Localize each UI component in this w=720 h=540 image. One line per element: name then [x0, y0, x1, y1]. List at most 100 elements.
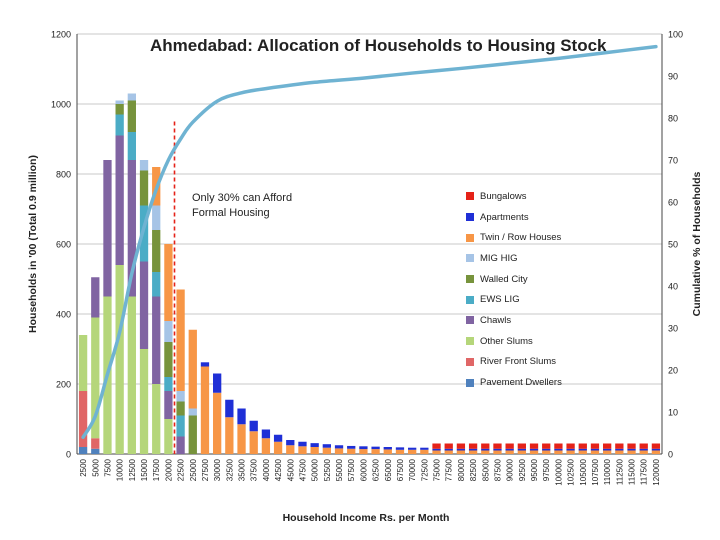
bar-segment-apartments: [298, 441, 307, 447]
bar-segment-ews-lig: [127, 132, 136, 160]
legend-label: Twin / Row Houses: [480, 232, 562, 244]
bar-segment-bungalows: [432, 443, 441, 449]
legend-swatch: [466, 275, 474, 284]
x-tick-label: 20000: [164, 458, 173, 481]
bar-segment-walled-city: [127, 100, 136, 132]
bar-segment-bungalows: [481, 443, 490, 449]
bar-segment-apartments: [505, 448, 514, 451]
bar-segment-twin-row-houses: [517, 450, 526, 454]
bar-segment-twin-row-houses: [164, 244, 173, 321]
bar-segment-pavement-dwellers: [78, 447, 88, 454]
bar-segment-apartments: [273, 434, 283, 442]
bar-segment-other-slums: [78, 335, 88, 391]
x-axis-title: Household Income Rs. per Month: [283, 512, 450, 524]
bar-segment-twin-row-houses: [432, 450, 441, 454]
legend-label: Pavement Dwellers: [480, 377, 562, 389]
bar-segment-walled-city: [188, 415, 197, 454]
legend-label: Bungalows: [480, 190, 527, 202]
bar-segment-apartments: [261, 429, 271, 439]
bar-segment-twin-row-houses: [261, 438, 271, 454]
bar-segment-apartments: [237, 408, 246, 425]
x-tick-label: 90000: [506, 458, 515, 481]
x-tick-label: 75000: [433, 458, 442, 481]
x-tick-label: 55000: [335, 458, 344, 481]
x-tick-label: 47500: [298, 458, 307, 481]
legend-swatch: [466, 378, 474, 387]
bar-segment-other-slums: [139, 349, 149, 454]
x-tick-label: 30000: [213, 458, 222, 481]
bar-segment-chawls: [176, 436, 185, 454]
bar-segment-twin-row-houses: [542, 450, 551, 454]
x-tick-label: 100000: [554, 458, 563, 485]
bar-segment-bungalows: [529, 443, 539, 449]
bar-segment-twin-row-houses: [615, 450, 624, 454]
y2-tick-label: 30: [668, 324, 678, 334]
bar-segment-walled-city: [164, 342, 173, 377]
bar-segment-bungalows: [590, 443, 600, 449]
bar-segment-apartments: [578, 448, 587, 451]
bar-segment-apartments: [371, 446, 380, 450]
x-tick-label: 102500: [567, 458, 576, 485]
bar-segment-apartments: [493, 448, 502, 451]
bar-segment-apartments: [347, 445, 356, 449]
y-tick-label: 600: [56, 240, 71, 250]
x-tick-label: 7500: [103, 458, 112, 476]
bar-segment-bungalows: [517, 443, 526, 449]
bar-segment-twin-row-houses: [554, 450, 563, 454]
bar-segment-bungalows: [578, 443, 587, 449]
y-tick-label: 1200: [51, 30, 71, 40]
legend-item: Walled City: [466, 269, 606, 290]
bar-segment-bungalows: [615, 443, 624, 449]
bar-segment-apartments: [444, 448, 453, 451]
bar-segment-apartments: [627, 448, 636, 451]
bar-segment-twin-row-houses: [395, 449, 405, 454]
bar-segment-twin-row-houses: [651, 450, 661, 454]
bar-segment-other-slums: [152, 384, 161, 454]
bar-segment-apartments: [200, 362, 210, 367]
bar-segment-twin-row-houses: [225, 417, 234, 454]
bar-segment-ews-lig: [115, 114, 124, 136]
bar-segment-twin-row-houses: [347, 448, 356, 454]
bar-segment-bungalows: [542, 443, 551, 449]
bar-segment-twin-row-houses: [286, 445, 295, 454]
x-tick-label: 10000: [116, 458, 125, 481]
bar-segment-mig-hig: [115, 100, 124, 104]
x-tick-label: 35000: [238, 458, 247, 481]
x-tick-label: 80000: [457, 458, 466, 481]
bar-segment-twin-row-houses: [493, 450, 502, 454]
x-tick-label: 17500: [152, 458, 161, 481]
bar-segment-mig-hig: [127, 93, 136, 101]
y2-tick-label: 20: [668, 366, 678, 376]
bar-segment-twin-row-houses: [468, 450, 478, 454]
legend-item: MIG HIG: [466, 248, 606, 269]
legend-item: Bungalows: [466, 186, 606, 207]
y-tick-label: 0: [66, 450, 71, 460]
bar-segment-bungalows: [603, 443, 612, 449]
bar-segment-apartments: [639, 448, 648, 451]
x-tick-label: 2500: [79, 458, 88, 476]
bar-segment-apartments: [456, 448, 466, 451]
bar-segment-twin-row-houses: [176, 289, 185, 391]
bar-segment-twin-row-houses: [456, 450, 466, 454]
legend-label: EWS LIG: [480, 294, 520, 306]
bar-segment-apartments: [566, 448, 575, 451]
legend-label: MIG HIG: [480, 252, 518, 264]
bar-segment-twin-row-houses: [237, 424, 246, 454]
x-tick-label: 70000: [408, 458, 417, 481]
legend-item: Other Slums: [466, 331, 606, 352]
x-tick-label: 60000: [359, 458, 368, 481]
bar-segment-river-front-slums: [78, 391, 88, 447]
x-tick-label: 37500: [250, 458, 259, 481]
x-tick-label: 5000: [91, 458, 100, 476]
legend-swatch: [466, 213, 474, 222]
bar-segment-apartments: [395, 447, 405, 450]
legend-label: Chawls: [480, 314, 512, 326]
bar-segment-bungalows: [627, 443, 636, 449]
bar-segment-bungalows: [639, 443, 648, 449]
chart-legend: Bungalows Apartments Twin / Row Houses MIG …: [466, 186, 606, 393]
bar-segment-walled-city: [152, 230, 161, 272]
legend-swatch: [466, 192, 474, 201]
bar-segment-apartments: [359, 446, 368, 450]
y2-tick-label: 90: [668, 72, 678, 82]
